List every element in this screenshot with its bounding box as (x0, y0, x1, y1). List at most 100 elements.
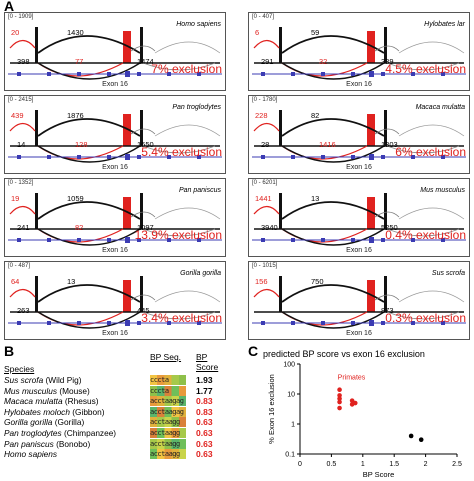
exon-block (384, 110, 387, 146)
exon16-block (123, 31, 131, 63)
exclusion-label: 0.3% exclusion (385, 311, 466, 325)
junction-arc (281, 62, 385, 80)
read-count-mid-bottom: 77 (75, 57, 84, 66)
read-count-right-bottom: 1650 (137, 140, 154, 149)
x-tick-label: 1.5 (389, 461, 399, 468)
exon16-block (123, 280, 131, 312)
read-count-right-bottom: 1097 (137, 223, 154, 232)
bp-score: 1.93 (196, 375, 213, 385)
range-label: [0 - 487] (8, 263, 31, 269)
exclusion-label: 3.4% exclusion (141, 311, 222, 325)
species-latin: Pan paniscus (4, 438, 54, 449)
species-label: Hylobates lar (424, 21, 465, 28)
read-count-center-top: 59 (311, 28, 320, 37)
bp-sequence: acctaagg (150, 417, 186, 428)
read-count-left-top: 19 (11, 194, 20, 203)
exon-label: Exon 16 (102, 247, 128, 254)
exon16-block (367, 114, 375, 146)
exon-label: Exon 16 (346, 164, 372, 171)
sashimi-panel: [0 - 1015] Sus scrofa 156 750 873 0.3% exclus… (248, 261, 470, 340)
read-count-center-top: 13 (67, 277, 76, 286)
species-label: Homo sapiens (176, 21, 221, 28)
junction-arc-red (9, 288, 36, 298)
bp-score-header: BP Score (196, 352, 219, 372)
exon-block (279, 276, 282, 312)
y-tick-label: 1 (291, 422, 295, 429)
read-count-left-top: 439 (11, 111, 24, 120)
exon-block (140, 276, 143, 312)
data-point (337, 399, 342, 405)
x-axis-label: BP Score (363, 470, 395, 479)
species-label: Macaca mulatta (415, 104, 465, 111)
species-common: (Gorilla) (52, 417, 85, 428)
sashimi-panel: [0 - 2415] Pan troglodytes 439 1876 14 128 165… (4, 95, 226, 174)
exon-label: Exon 16 (346, 81, 372, 88)
junction-arc (281, 201, 385, 220)
data-point (418, 437, 424, 442)
exon-label: Exon 16 (102, 81, 128, 88)
bp-sequence: cccta atgg (150, 375, 186, 394)
bp-score: 1.77 (196, 385, 213, 396)
sashimi-track (252, 27, 466, 80)
primates-annotation: Primates (338, 375, 366, 382)
read-count-center-top: 750 (311, 277, 324, 286)
read-count-left-bottom: 291 (261, 57, 274, 66)
read-count-right-bottom: 5250 (381, 223, 398, 232)
species-common: (Rhesus) (62, 396, 99, 407)
range-label: [0 - 2415] (8, 97, 34, 103)
junction-arc-red (253, 122, 280, 132)
table-row: Pan paniscus (Bonobo) (4, 439, 90, 449)
species-label: Sus scrofa (431, 270, 465, 277)
species-label: Pan paniscus (178, 187, 221, 194)
sashimi-track (8, 27, 222, 80)
exon16-block (367, 197, 375, 229)
species-common: (Wild Pig) (43, 375, 82, 385)
exon-block (279, 110, 282, 146)
data-point (337, 396, 342, 401)
y-axis-label: % Exon 16 exclusion (267, 374, 276, 444)
exon16-block (367, 31, 375, 63)
bp-seq-header: BP Seq. (150, 352, 182, 362)
data-point (349, 398, 355, 403)
exclusion-label: 13.9% exclusion (134, 228, 222, 242)
junction-arc (37, 35, 141, 54)
sashimi-panel: [0 - 407] Hylobates lar 6 59 291 32 339 4.5% ex… (248, 12, 470, 91)
read-count-left-top: 156 (255, 277, 268, 286)
table-row: Macaca mulatta (Rhesus) (4, 396, 99, 406)
species-common: (Chimpanzee) (61, 428, 117, 438)
exclusion-label: 4.5% exclusion (385, 62, 466, 76)
data-point (337, 405, 342, 411)
sashimi-track (8, 193, 222, 246)
table-row: Pan troglodytes (Chimpanzee) (4, 428, 116, 438)
junction-arc (37, 145, 141, 163)
bp-score: 0.63 (196, 428, 213, 438)
sashimi-panel: [0 - 1909] Homo sapiens 20 1430 398 77 1474 7% … (4, 12, 226, 91)
exon-block (140, 110, 143, 146)
read-count-right-bottom: 339 (381, 57, 394, 66)
junction-arc (37, 118, 141, 137)
junction-arc-red (9, 122, 36, 132)
species-latin: Hylobates moloch (4, 406, 70, 417)
exon-block (35, 276, 38, 312)
y-tick-label: 10 (287, 392, 295, 399)
range-label: [0 - 1780] (252, 97, 278, 103)
sashimi-track (252, 110, 466, 163)
data-point (408, 433, 414, 439)
exon-block (35, 193, 38, 229)
exon-block (384, 276, 387, 312)
exon-block (384, 27, 387, 63)
chart-title: predicted BP score vs exon 16 exclusion (263, 349, 425, 359)
junction-arc (281, 228, 385, 246)
read-count-mid-bottom: 32 (319, 57, 328, 66)
exclusion-label: 7% exclusion (151, 62, 222, 76)
table-row: Sus scrofa (Wild Pig) (4, 375, 81, 385)
read-count-left-top: 6 (255, 28, 260, 37)
junction-arc (281, 311, 385, 329)
scatter-chart: 0 0.5 1 1.5 2 2.5 0.1 1 10 100 BP Score % Exon 16 e… (267, 362, 462, 480)
read-count-left-top: 228 (255, 111, 268, 120)
range-label: [0 - 6201] (252, 180, 278, 186)
sashimi-track (8, 110, 222, 163)
sashimi-track (8, 276, 222, 329)
read-count-center-top: 13 (311, 194, 320, 203)
species-header: Species (4, 364, 35, 374)
